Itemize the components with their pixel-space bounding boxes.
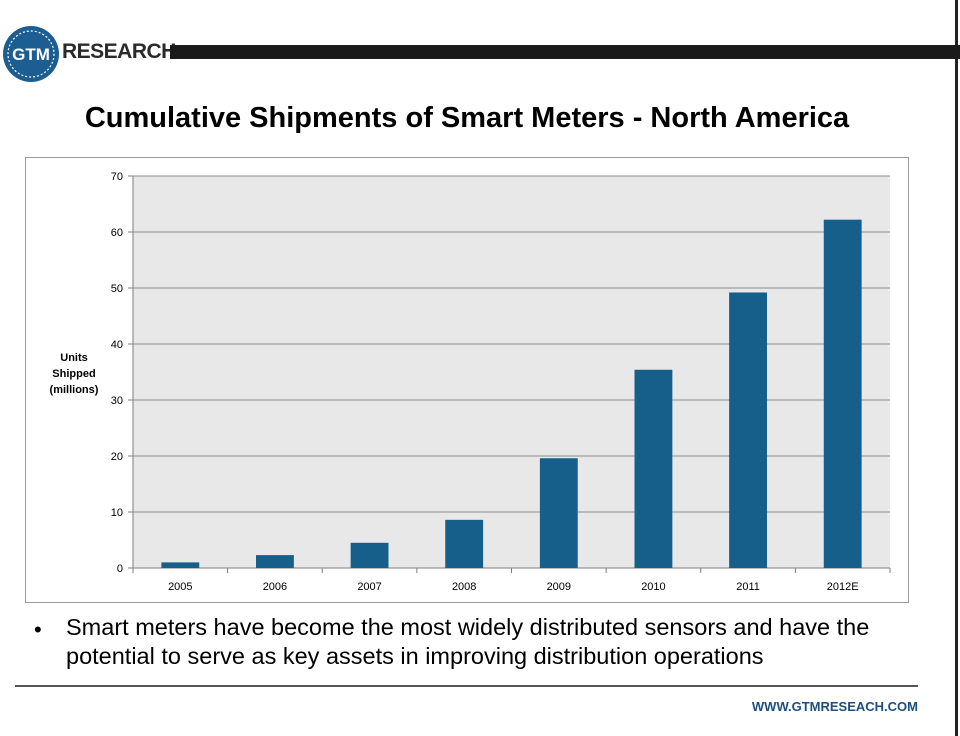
bar-2007: [350, 542, 389, 568]
plot-area: [133, 176, 890, 568]
y-tick-label: 10: [111, 507, 123, 519]
x-tick-label: 2010: [641, 581, 665, 593]
y-tick-label: 30: [111, 395, 123, 407]
y-axis-label: Units: [60, 352, 88, 364]
gtm-logo-seal-icon: GTM: [3, 26, 59, 82]
bar-2010: [634, 369, 673, 568]
y-tick-label: 40: [111, 339, 123, 351]
bar-2011: [729, 292, 767, 568]
bar-2005: [161, 562, 200, 568]
x-tick-label: 2009: [547, 581, 571, 593]
y-tick-label: 60: [111, 227, 123, 239]
bar-chart: 0 10 20 30 40 50 60 70 2005 2006 2007 2008 2009 2010 2…: [50, 171, 891, 593]
x-tick-label: 2008: [452, 581, 476, 593]
header-bar: [170, 45, 960, 59]
x-tick-label: 2005: [168, 581, 192, 593]
page-title: Cumulative Shipments of Smart Meters - N…: [84, 102, 850, 134]
x-tick-label: 2007: [357, 581, 381, 593]
bar-2008: [445, 519, 484, 568]
y-tick-label: 0: [117, 563, 123, 575]
footer-url: WWW.GTMRESEACH.COM: [751, 699, 918, 714]
y-tick-label: 50: [111, 283, 123, 295]
chart-frame: 0 10 20 30 40 50 60 70 2005 2006 2007 2008 2009 2010 2…: [25, 157, 909, 603]
brand-name: RESEARCH: [62, 40, 176, 63]
right-edge-rule: [955, 0, 958, 736]
footer-divider: [15, 685, 918, 687]
bar-2009: [539, 458, 578, 568]
x-tick-label: 2011: [736, 581, 760, 593]
logo-text: GTM: [12, 45, 50, 64]
bar-2012E: [823, 219, 862, 568]
y-axis-label: (millions): [50, 384, 99, 396]
bar-2006: [256, 555, 294, 568]
y-tick-label: 70: [111, 171, 123, 183]
bullet-marker: •: [34, 617, 42, 642]
bullet-text: Smart meters have become the most widely…: [66, 614, 870, 669]
x-tick-label: 2006: [263, 581, 287, 593]
y-tick-label: 20: [111, 451, 123, 463]
y-axis-label: Shipped: [52, 368, 95, 380]
x-tick-label: 2012E: [827, 581, 859, 593]
